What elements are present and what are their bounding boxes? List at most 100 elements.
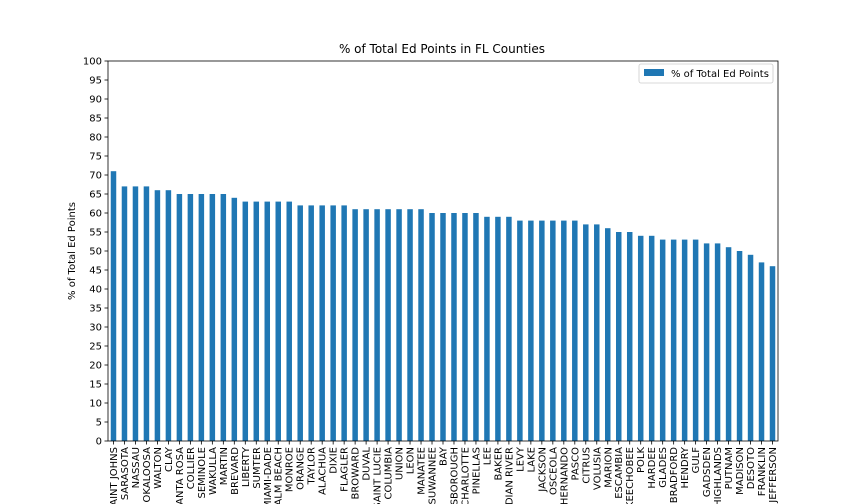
x-tick-label: LEE [482,447,493,465]
x-tick-label: GADSDEN [702,447,713,497]
bar [758,262,765,441]
bar [594,224,600,441]
bar [297,205,303,441]
x-axis: SAINT JOHNS SARASOTA NASSAU OKALOOSA WALTON C… [109,441,779,504]
bar [528,220,534,441]
bar [495,216,501,441]
x-tick-label: SARASOTA [120,447,131,500]
x-tick-label: BRADFORD [669,447,680,504]
x-tick-label: SUMTER [252,447,263,489]
y-tick-label: 40 [89,285,102,296]
y-tick-label: 55 [89,228,102,239]
y-tick-label: 5 [96,418,102,429]
bar [396,209,402,441]
x-tick-label: GLADES [658,447,669,488]
x-tick-label: CLAY [164,446,175,472]
bar [341,205,347,441]
bar [363,209,369,441]
bar [154,190,161,441]
x-tick-label: FLAGLER [340,447,351,492]
bar [605,228,611,441]
x-tick-label: HENDRY [680,446,691,488]
bar [308,205,314,441]
bar [110,171,117,441]
chart-title: % of Total Ed Points in FL Counties [339,42,545,56]
bar [176,194,183,441]
y-tick-label: 100 [83,57,102,68]
x-tick-label: BAY [439,446,450,466]
bar [747,254,754,441]
legend-swatch [644,69,664,76]
x-tick-label: GULF [691,447,702,474]
bar [429,213,435,441]
bar [506,216,512,441]
x-tick-label: OSCEOLA [548,447,559,495]
y-tick-label: 90 [89,95,102,106]
bar [583,224,589,441]
legend-label: % of Total Ed Points [671,69,769,80]
bar [769,266,776,441]
x-tick-label: BROWARD [351,447,362,500]
bar [198,194,205,441]
bar [440,213,446,441]
x-tick-label: SANTA ROSA [175,447,186,504]
bar [626,232,633,441]
x-tick-label: LEVY [515,446,526,472]
bar [615,232,622,441]
y-tick-label: 0 [96,437,102,448]
y-tick-label: 95 [89,76,102,87]
x-tick-label: CITRUS [581,447,592,484]
y-axis-label: % of Total Ed Points [67,202,78,300]
x-tick-label: DESOTO [746,447,757,489]
x-tick-label: SAINT LUCIE [373,447,384,504]
x-tick-label: UNION [395,447,406,480]
x-tick-label: HARDEE [647,447,658,489]
x-tick-label: LEON [406,447,417,474]
bar [484,216,490,441]
y-tick-label: 60 [89,209,102,220]
x-tick-label: COLUMBIA [384,447,395,500]
bar [659,239,666,441]
x-tick-label: OKALOOSA [142,447,153,503]
bar [637,235,644,441]
x-tick-label: INDIAN RIVER [504,447,515,504]
bar [330,205,336,441]
x-tick-label: VOLUSIA [592,447,603,490]
x-tick-label: PALM BEACH [274,447,285,504]
bar [121,186,128,441]
bars-layer [110,171,776,441]
bar [132,186,139,441]
x-tick-label: DUVAL [362,447,373,481]
x-tick-label: ALACHUA [318,447,329,495]
bar [451,213,457,441]
y-tick-label: 50 [89,247,102,258]
x-tick-label: HILLSBOROUGH [449,447,460,504]
x-tick-label: FRANKLIN [757,447,768,496]
y-tick-label: 20 [89,361,102,372]
y-tick-label: 70 [89,171,102,182]
bar [209,194,216,441]
bar [319,205,325,441]
x-tick-label: SEMINOLE [197,447,208,498]
y-tick-label: 45 [89,266,102,277]
y-tick-label: 85 [89,114,102,125]
bar [220,194,227,441]
x-tick-label: CHARLOTTE [460,447,471,504]
x-tick-label: LAKE [526,447,537,473]
x-tick-label: MADISON [735,447,746,495]
bar [648,235,655,441]
x-tick-label: PASCO [570,447,581,481]
y-tick-label: 35 [89,304,102,315]
bar [275,201,281,441]
x-tick-label: MARTIN [219,447,230,485]
bar [231,197,238,441]
bar [681,239,688,441]
x-tick-label: LIBERTY [241,446,252,487]
x-tick-label: SAINT JOHNS [109,447,120,504]
x-tick-label: OKEECHOBEE [625,447,636,504]
bar [550,220,556,441]
bar [736,251,743,441]
bar [253,201,260,441]
bar [473,213,479,441]
